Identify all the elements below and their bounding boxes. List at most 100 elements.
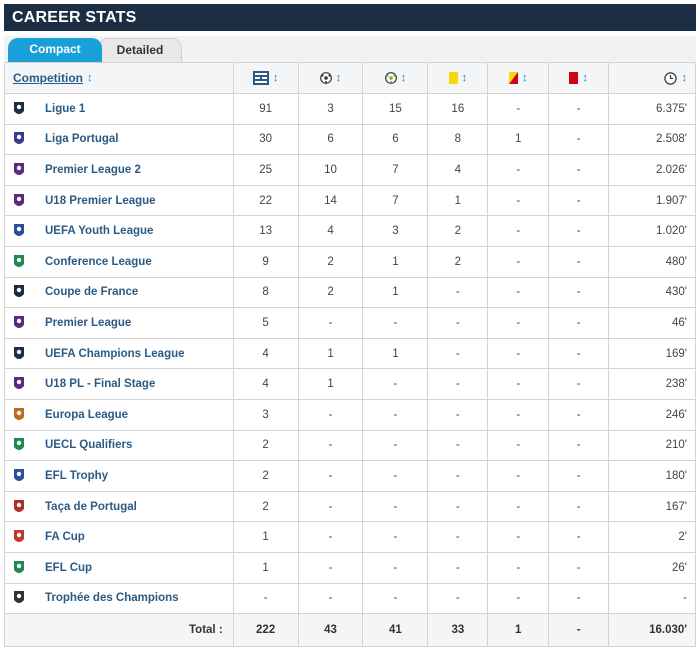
competition-logo-icon (11, 345, 27, 363)
assists-cell: 3 (363, 216, 429, 247)
competition-link[interactable]: U18 Premier League (45, 194, 156, 207)
competition-link[interactable]: Europa League (45, 408, 129, 421)
yellow-red-cards-cell: - (488, 491, 550, 523)
assists-cell: - (363, 461, 429, 492)
total-minutes: 16.030' (609, 614, 696, 647)
table-row: Europa League 3- - - - -246' (5, 399, 696, 431)
header-appearances[interactable]: ↕ (233, 63, 299, 94)
total-yellow-cards: 33 (428, 614, 489, 647)
tab-compact[interactable]: Compact (8, 38, 102, 62)
table-row: U18 PL - Final Stage 4 1- - - -238' (5, 369, 696, 400)
appearances-cell: 3 (233, 399, 299, 431)
competition-logo-icon (11, 467, 27, 485)
competition-link[interactable]: UEFA Champions League (45, 347, 185, 360)
header-red-cards[interactable]: ↕ (549, 63, 610, 94)
yellow-cards-cell: - (428, 369, 489, 400)
competition-cell: EFL Cup (5, 552, 234, 584)
competition-link[interactable]: Premier League (45, 316, 132, 329)
yellow-red-cards-cell: - (488, 246, 550, 278)
appearances-cell: 4 (233, 338, 299, 370)
red-cards-cell: - (549, 583, 610, 615)
competition-link[interactable]: Ligue 1 (45, 102, 86, 115)
table-row: U18 Premier League 22 14 7 1- -1.907' (5, 185, 696, 217)
appearances-cell: 2 (233, 461, 299, 492)
competition-link[interactable]: Trophée des Champions (45, 592, 179, 605)
table-row: Premier League 5- - - - -46' (5, 308, 696, 339)
competition-logo-icon (11, 130, 27, 148)
tab-detailed[interactable]: Detailed (98, 38, 182, 62)
header-assists[interactable]: ↕ (363, 63, 429, 94)
yellow-cards-cell: - (428, 399, 489, 431)
competition-logo-icon (11, 283, 27, 301)
header-goals[interactable]: ↕ (298, 63, 364, 94)
header-minutes[interactable]: ↕ (609, 63, 696, 94)
competition-link[interactable]: Taça de Portugal (45, 500, 137, 513)
sort-icon[interactable]: ↕ (582, 72, 588, 84)
goals-cell: - (298, 522, 364, 553)
minutes-cell: 210' (609, 430, 696, 462)
goals-cell: - (298, 399, 364, 431)
competition-link[interactable]: UECL Qualifiers (45, 439, 133, 452)
competition-link[interactable]: Conference League (45, 255, 152, 268)
competition-link[interactable]: EFL Cup (45, 561, 93, 574)
yellow-red-cards-cell: - (488, 216, 550, 247)
yellow-red-cards-cell: - (488, 338, 550, 370)
yellow-red-cards-cell: - (488, 369, 550, 400)
competition-logo-icon (11, 559, 27, 577)
competition-logo-icon (11, 222, 27, 240)
sort-icon[interactable]: ↕ (335, 72, 342, 84)
competition-cell: FA Cup (5, 522, 234, 553)
yellow-red-cards-cell: - (488, 399, 550, 431)
red-cards-cell: - (549, 491, 610, 523)
sort-icon[interactable]: ↕ (272, 72, 279, 84)
total-assists: 41 (363, 614, 429, 647)
competition-link[interactable]: Coupe de France (45, 286, 139, 299)
header-competition[interactable]: Competition ↕ (5, 63, 234, 94)
competition-link[interactable]: Premier League 2 (45, 163, 141, 176)
competition-link[interactable]: U18 PL - Final Stage (45, 378, 156, 391)
sort-icon[interactable]: ↕ (87, 72, 93, 84)
assists-cell: - (363, 522, 429, 553)
yellow-cards-cell: - (428, 430, 489, 462)
goals-cell: 6 (298, 124, 364, 156)
yellow-red-cards-cell: - (488, 185, 550, 217)
sort-icon[interactable]: ↕ (521, 72, 528, 84)
minutes-cell: 26' (609, 552, 696, 584)
sort-icon[interactable]: ↕ (400, 72, 407, 84)
header-yellow-cards[interactable]: ↕ (428, 63, 489, 94)
competition-cell: Europa League (5, 399, 234, 431)
competition-logo-icon (11, 161, 27, 179)
minutes-cell: 480' (609, 246, 696, 278)
red-cards-cell: - (549, 185, 610, 217)
assists-cell: 7 (363, 155, 429, 186)
minutes-cell: 46' (609, 308, 696, 339)
yellow-cards-cell: - (428, 461, 489, 492)
header-yellow-red-cards[interactable]: ↕ (488, 63, 550, 94)
yellow-red-cards-cell: - (488, 308, 550, 339)
table-row: UECL Qualifiers 2- - - - -210' (5, 430, 696, 462)
yellow-cards-cell: 2 (428, 216, 489, 247)
yellow-red-cards-cell: - (488, 461, 550, 492)
competition-cell: UECL Qualifiers (5, 430, 234, 462)
competition-link[interactable]: EFL Trophy (45, 469, 109, 482)
assists-cell: - (363, 308, 429, 339)
competition-cell: Trophée des Champions (5, 583, 234, 615)
competition-sort-link[interactable]: Competition (13, 71, 83, 85)
appearances-cell: 9 (233, 246, 299, 278)
yellow-cards-cell: 8 (428, 124, 489, 156)
sort-icon[interactable]: ↕ (461, 72, 468, 84)
competition-logo-icon (11, 589, 27, 607)
competition-cell: Coupe de France (5, 277, 234, 309)
competition-link[interactable]: UEFA Youth League (45, 225, 154, 238)
competition-cell: Ligue 1 (5, 94, 234, 125)
appearances-cell: 4 (233, 369, 299, 400)
red-cards-cell: - (549, 369, 610, 400)
assists-cell: 1 (363, 277, 429, 309)
goals-cell: - (298, 308, 364, 339)
competition-link[interactable]: Liga Portugal (45, 133, 119, 146)
appearances-cell: 5 (233, 308, 299, 339)
sort-icon[interactable]: ↕ (681, 72, 687, 84)
assists-cell: 7 (363, 185, 429, 217)
competition-logo-icon (11, 406, 27, 424)
competition-link[interactable]: FA Cup (45, 531, 85, 544)
